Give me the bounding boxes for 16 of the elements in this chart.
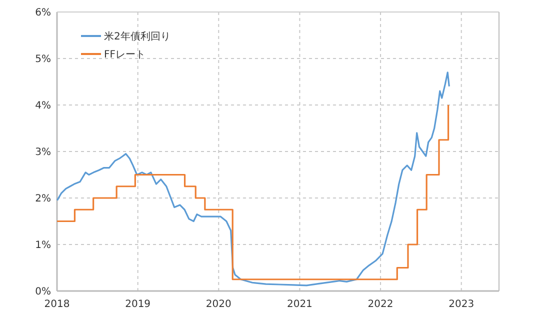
y-tick-label: 6% bbox=[35, 8, 51, 18]
x-tick-label: 2023 bbox=[448, 299, 474, 310]
line-series bbox=[56, 72, 450, 286]
y-tick-label: 1% bbox=[35, 240, 51, 251]
x-tick-label: 2022 bbox=[368, 299, 394, 310]
y-tick-label: 5% bbox=[35, 54, 51, 65]
legend-label: 米2年債利回り bbox=[104, 30, 170, 42]
legend-label: FFレート bbox=[104, 50, 146, 60]
x-tick-label: 2020 bbox=[206, 299, 232, 310]
y-tick-label: 0% bbox=[35, 286, 51, 298]
y-tick-label: 4% bbox=[35, 100, 51, 112]
x-tick-label: 2019 bbox=[125, 299, 151, 310]
x-tick-label: 2018 bbox=[44, 299, 70, 310]
x-tick-label: 2021 bbox=[286, 299, 312, 310]
y-tick-label: 2% bbox=[35, 194, 51, 204]
y-tick-label: 3% bbox=[35, 147, 51, 158]
